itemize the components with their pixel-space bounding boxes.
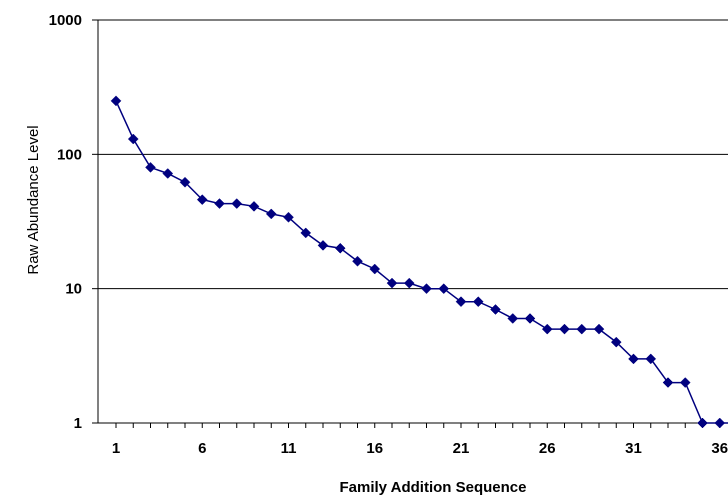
data-point <box>524 313 536 324</box>
data-point <box>283 211 294 223</box>
y-tick-label: 10 <box>65 281 82 298</box>
data-point <box>438 283 450 295</box>
data-point <box>421 283 432 295</box>
data-point <box>386 277 398 289</box>
data-point <box>490 304 501 315</box>
data-point <box>179 176 191 188</box>
x-axis: 1 6 11 16 21 26 31 36 <box>98 422 728 457</box>
data-point <box>662 377 674 388</box>
y-tick-label: 1000 <box>49 12 82 29</box>
data-point <box>610 336 622 348</box>
data-point <box>455 296 467 308</box>
data-point <box>162 168 174 179</box>
y-tick-label: 1 <box>74 415 82 432</box>
data-point <box>679 377 691 388</box>
data-point <box>145 161 156 173</box>
data-point <box>127 133 139 145</box>
x-tick-label: 1 <box>112 440 120 457</box>
series-line <box>115 100 728 424</box>
data-point <box>334 242 346 254</box>
data-point <box>265 208 277 220</box>
data-point <box>403 277 415 289</box>
data-series <box>110 95 728 429</box>
data-point <box>541 323 553 335</box>
y-axis: 1 10 100 1000 <box>49 12 99 432</box>
y-tick-label: 100 <box>57 146 82 163</box>
data-point <box>593 323 605 335</box>
data-point <box>472 296 484 308</box>
data-point <box>697 417 708 429</box>
data-point <box>576 323 588 335</box>
x-tick-label: 16 <box>366 440 383 457</box>
data-point <box>369 263 381 275</box>
data-point <box>628 353 639 365</box>
data-point <box>248 200 260 212</box>
data-point <box>300 227 312 239</box>
x-axis-title: Family Addition Sequence <box>340 479 527 496</box>
x-tick-label: 31 <box>625 440 642 457</box>
data-point <box>196 194 208 205</box>
x-tick-label: 11 <box>281 440 297 457</box>
y-axis-title: Raw Abundance Level <box>25 125 42 274</box>
data-point <box>714 417 726 429</box>
data-point <box>317 240 329 251</box>
data-point <box>214 198 225 209</box>
data-point <box>645 353 657 365</box>
x-tick-label: 6 <box>198 440 206 457</box>
x-tick-label: 36 <box>711 440 728 457</box>
data-point <box>507 313 519 324</box>
data-point <box>231 198 243 209</box>
data-point <box>110 95 122 107</box>
x-tick-label: 26 <box>539 440 556 457</box>
data-point <box>559 323 570 335</box>
data-point <box>352 255 363 267</box>
gridlines <box>98 19 728 290</box>
x-tick-label: 21 <box>453 440 470 457</box>
